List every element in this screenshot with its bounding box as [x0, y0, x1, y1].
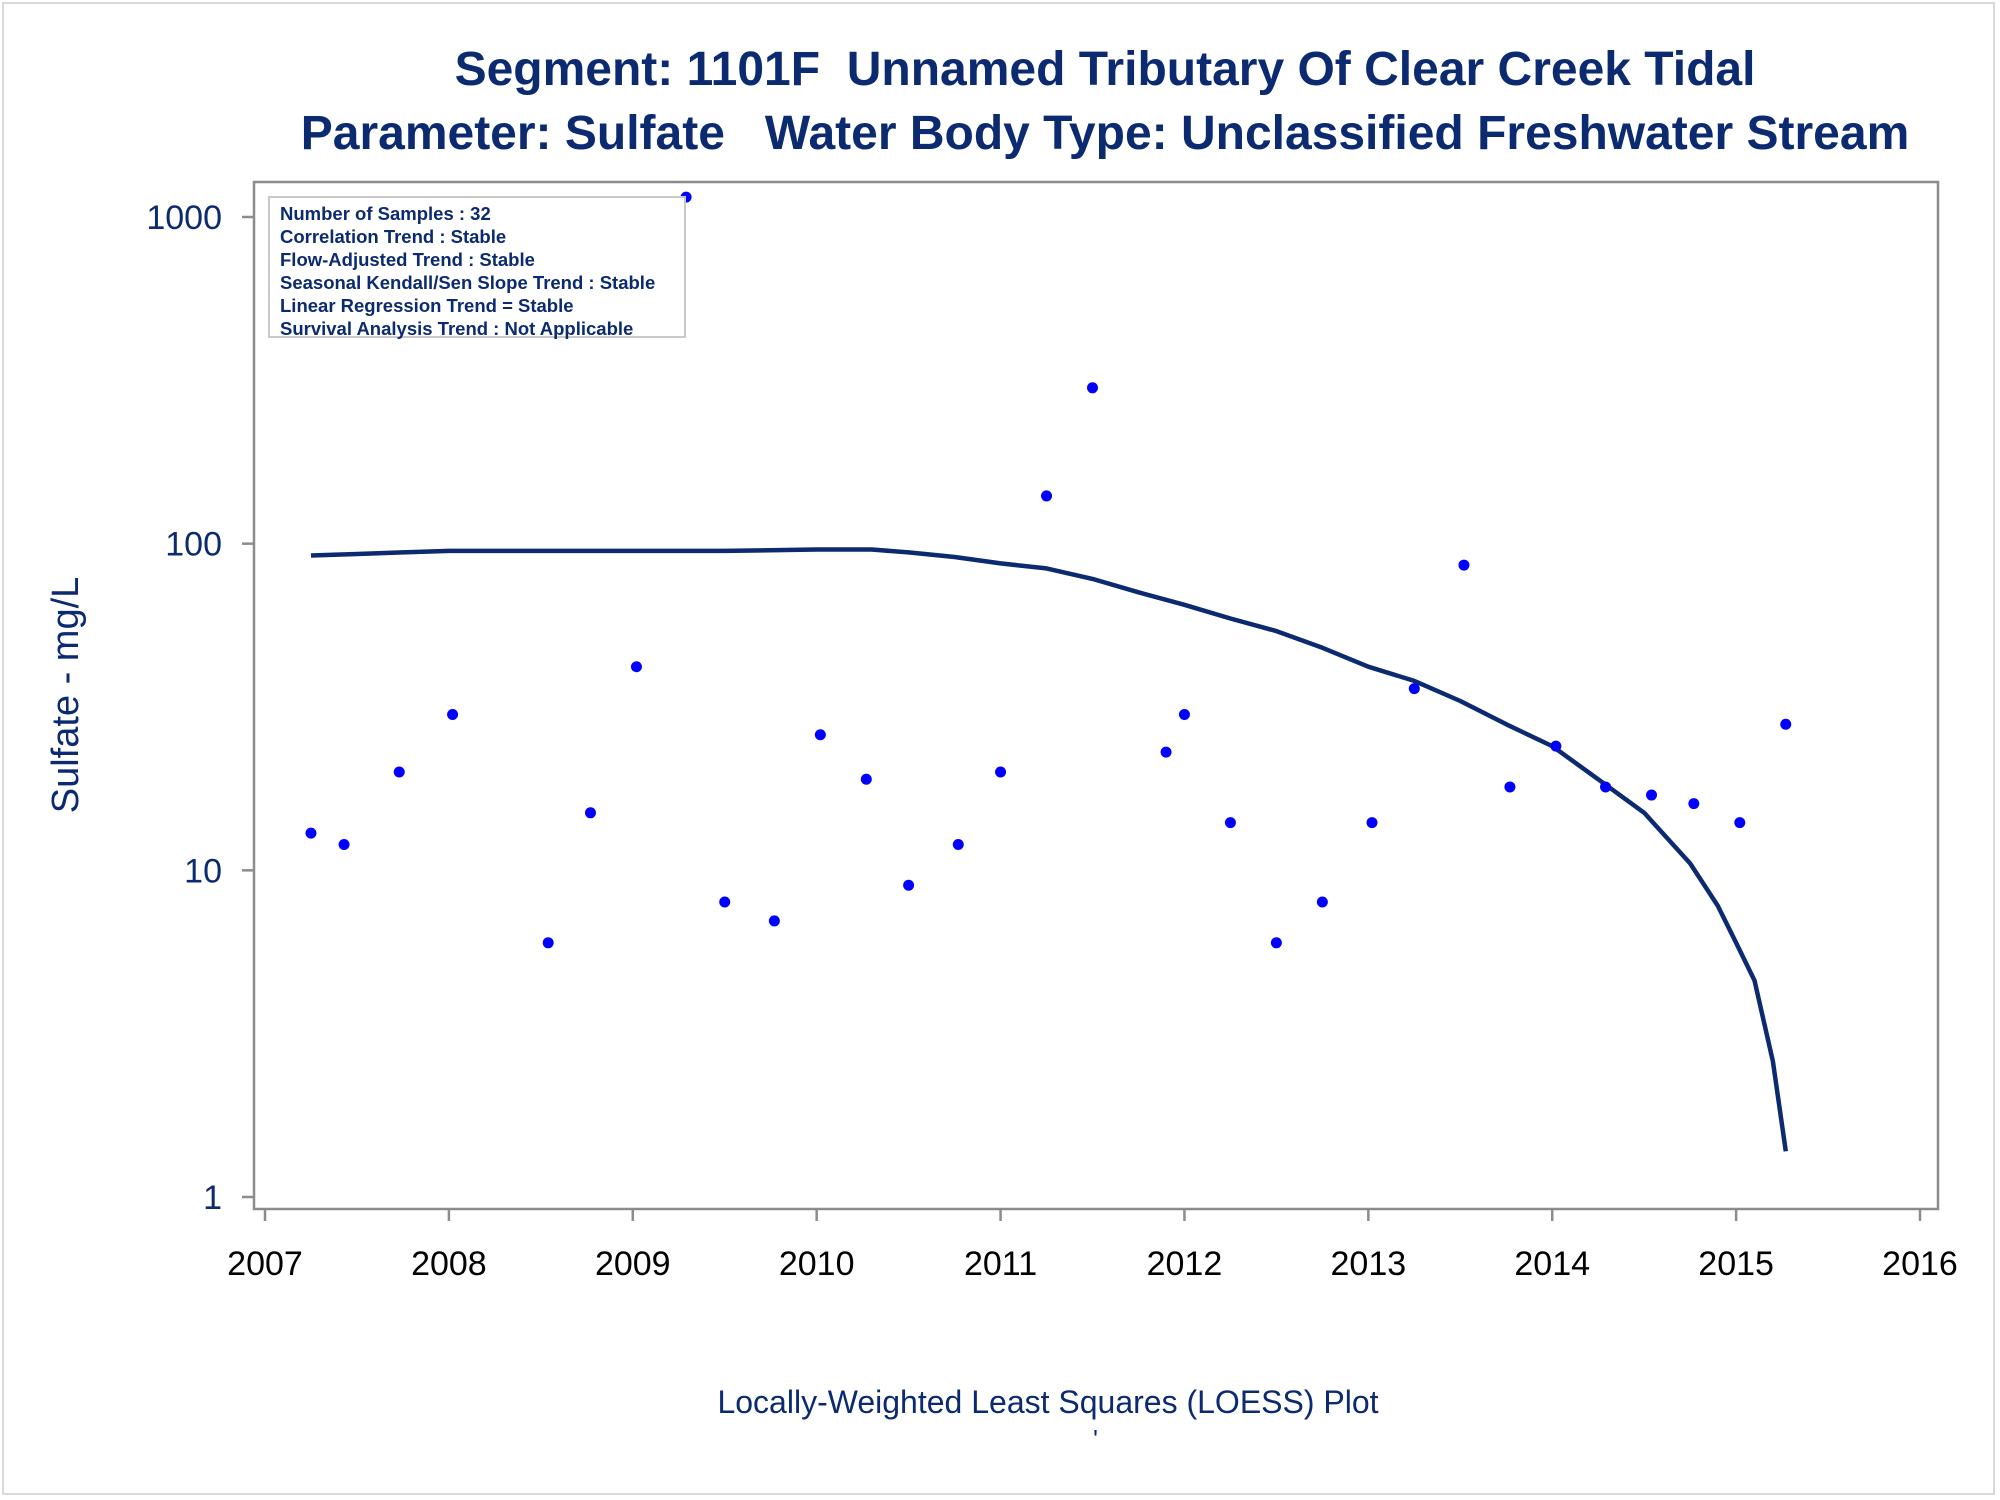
y-tick-label: 100 — [165, 526, 222, 564]
sample-point — [860, 773, 872, 785]
sample-point — [1688, 798, 1700, 810]
sample-point — [1504, 781, 1516, 793]
sample-point — [903, 879, 915, 891]
x-tick-label: 2016 — [1882, 1245, 1958, 1283]
points-layer — [305, 191, 1792, 949]
sample-point — [338, 838, 350, 850]
x-tick-label: 2008 — [411, 1245, 487, 1283]
x-axis: 2007 2008 2009 2010 2011 2012 2013 2014 2015 2016 — [227, 1209, 1958, 1283]
sample-point — [1780, 718, 1792, 730]
sample-point — [1270, 937, 1282, 949]
y-axis-label: Sulfate - mg/L — [45, 577, 87, 814]
x-tick-label: 2011 — [964, 1245, 1037, 1283]
x-tick-label: 2009 — [595, 1245, 671, 1283]
sample-point — [814, 729, 826, 741]
info-line: Linear Regression Trend = Stable — [280, 295, 574, 316]
x-tick-label: 2013 — [1331, 1245, 1407, 1283]
y-tick-label: 10 — [184, 852, 222, 890]
sample-point — [1160, 746, 1172, 758]
sample-point — [1366, 817, 1378, 829]
x-tick-label: 2015 — [1698, 1245, 1774, 1283]
sample-point — [1178, 708, 1190, 720]
loess-layer — [310, 547, 1789, 1152]
sample-point — [768, 915, 780, 927]
y-axis: 1 10 100 1000 — [146, 199, 254, 1217]
sample-point — [1600, 781, 1612, 793]
sample-point — [542, 937, 554, 949]
sample-point — [1408, 683, 1420, 695]
sample-point — [995, 766, 1007, 778]
info-box: Number of Samples : 32 Correlation Trend … — [268, 196, 686, 339]
y-tick-label: 1 — [203, 1179, 222, 1217]
sample-point — [1646, 789, 1658, 801]
y-tick-label: 1000 — [146, 199, 222, 237]
sample-point — [1550, 740, 1562, 752]
sample-point — [952, 838, 964, 850]
sample-point — [1458, 559, 1470, 571]
footnote-mark: ' — [1093, 1424, 1098, 1454]
sample-point — [447, 708, 459, 720]
sample-point — [1316, 896, 1328, 908]
info-line: Correlation Trend : Stable — [280, 226, 507, 247]
info-line: Number of Samples : 32 — [280, 203, 491, 224]
sample-point — [1041, 490, 1053, 502]
info-line: Seasonal Kendall/Sen Slope Trend : Stabl… — [280, 272, 656, 293]
chart-subtitle: Parameter: Sulfate Water Body Type: Uncl… — [300, 107, 1910, 160]
chart-title: Segment: 1101F Unnamed Tributary Of Clea… — [454, 43, 1756, 96]
sample-point — [719, 896, 731, 908]
info-line: Flow-Adjusted Trend : Stable — [280, 249, 535, 270]
sample-point — [1087, 382, 1098, 394]
loess-line — [310, 547, 1789, 1152]
x-tick-label: 2014 — [1514, 1245, 1590, 1283]
sample-point — [630, 661, 642, 673]
info-line: Survival Analysis Trend : Not Applicable — [280, 318, 634, 339]
sample-point — [393, 766, 405, 778]
x-tick-label: 2012 — [1147, 1245, 1223, 1283]
plot-area — [252, 180, 1940, 1211]
sample-point — [584, 807, 596, 819]
sample-point — [1734, 817, 1746, 829]
x-tick-label: 2010 — [779, 1245, 855, 1283]
sample-point — [305, 827, 317, 839]
x-tick-label: 2007 — [227, 1245, 303, 1283]
footnote: Locally-Weighted Least Squares (LOESS) P… — [717, 1384, 1379, 1420]
sample-point — [1224, 817, 1236, 829]
